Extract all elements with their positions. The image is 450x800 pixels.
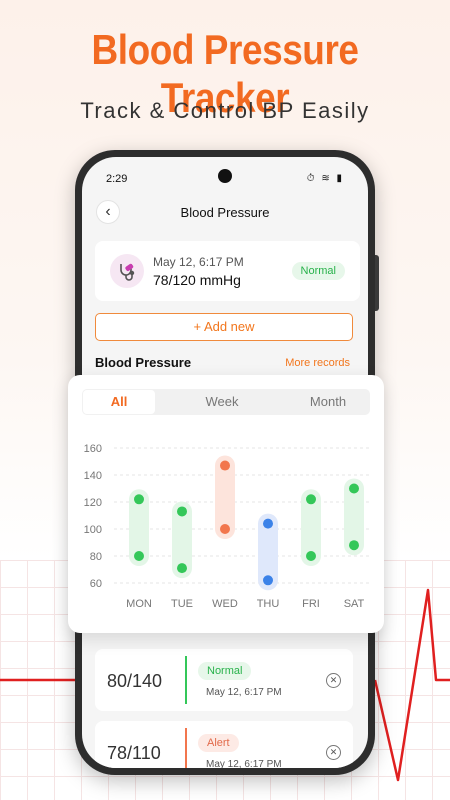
record-list-date: May 12, 6:17 PM — [206, 759, 282, 768]
y-tick-label: 120 — [84, 497, 102, 509]
chart-card: All Week Month 160 140 120 100 80 60 MON TUE WED… — [68, 375, 384, 633]
low-point — [263, 575, 273, 586]
status-icons: ⏱ ≋ ▮ — [306, 173, 344, 184]
status-bar: 2:29 ⏱ ≋ ▮ — [106, 169, 344, 187]
record-list-item[interactable]: 78/110 Alert May 12, 6:17 PM ✕ — [95, 721, 353, 768]
tab-month[interactable]: Month — [309, 394, 347, 409]
phone-side-button — [375, 255, 379, 311]
record-list-date: May 12, 6:17 PM — [206, 687, 282, 698]
status-badge: Alert — [198, 734, 239, 752]
y-tick-label: 100 — [84, 524, 102, 536]
high-point — [177, 506, 187, 517]
range-bar — [129, 489, 149, 566]
x-tick-label: THU — [257, 598, 280, 610]
back-button[interactable]: ‹ — [96, 200, 120, 224]
high-point — [349, 483, 359, 494]
close-icon: ✕ — [329, 675, 338, 685]
tab-all[interactable]: All — [83, 390, 155, 414]
ecg-line-graphic — [0, 588, 450, 782]
y-tick-label: 140 — [84, 470, 102, 482]
range-bar — [301, 489, 321, 566]
x-tick-label: MON — [126, 598, 152, 610]
x-tick-label: FRI — [302, 598, 320, 610]
add-new-button[interactable]: + Add new — [95, 313, 353, 341]
low-point — [134, 551, 144, 561]
status-time: 2:29 — [106, 173, 128, 185]
high-point — [306, 494, 316, 505]
high-point — [134, 494, 144, 505]
record-list-value: 80/140 — [107, 671, 163, 691]
y-tick-label: 60 — [90, 578, 102, 590]
section-title: Blood Pressure — [95, 355, 192, 370]
record-value: 78/120 mmHg — [153, 272, 241, 288]
back-chevron-icon: ‹ — [105, 203, 111, 220]
range-bar — [215, 455, 235, 539]
promo-title: Blood Pressure Tracker — [91, 26, 359, 121]
high-point — [263, 518, 273, 529]
record-list-value: 78/110 — [107, 743, 161, 763]
remove-record-button[interactable]: ✕ — [326, 673, 341, 688]
low-point — [177, 563, 187, 574]
camera-icon — [218, 169, 232, 183]
promo-subtitle: Track & Control BP Easily — [80, 98, 370, 123]
record-list-item[interactable]: 80/140 Normal May 12, 6:17 PM ✕ — [95, 649, 353, 711]
x-tick-label: TUE — [171, 598, 193, 610]
range-bar — [172, 501, 192, 579]
y-tick-label: 160 — [84, 443, 102, 455]
nav-bar: ‹ Blood Pressure — [82, 197, 368, 227]
page-title: Blood Pressure — [180, 205, 270, 220]
latest-record-card[interactable]: May 12, 6:17 PM 78/120 mmHg Normal — [95, 241, 360, 301]
x-tick-label: WED — [212, 598, 238, 610]
low-point — [306, 551, 316, 561]
high-point — [220, 460, 230, 471]
close-icon: ✕ — [329, 747, 338, 757]
status-divider — [185, 728, 187, 768]
remove-record-button[interactable]: ✕ — [326, 745, 341, 760]
low-point — [220, 524, 230, 534]
more-records-link[interactable]: More records — [285, 357, 350, 369]
status-badge: Normal — [291, 262, 345, 280]
stethoscope-icon — [110, 254, 144, 288]
low-point — [349, 540, 359, 551]
period-tabs: All Week Month — [82, 389, 370, 415]
bp-range-chart: 160 140 120 100 80 60 MON TUE WED THU FRI SAT — [84, 443, 370, 610]
status-badge: Normal — [198, 662, 252, 680]
range-bar — [344, 478, 364, 556]
status-divider — [185, 656, 187, 704]
range-bar — [258, 513, 278, 591]
record-date: May 12, 6:17 PM — [153, 255, 244, 269]
y-tick-label: 80 — [90, 551, 102, 563]
x-tick-label: SAT — [344, 598, 365, 610]
tab-week[interactable]: Week — [205, 394, 239, 409]
